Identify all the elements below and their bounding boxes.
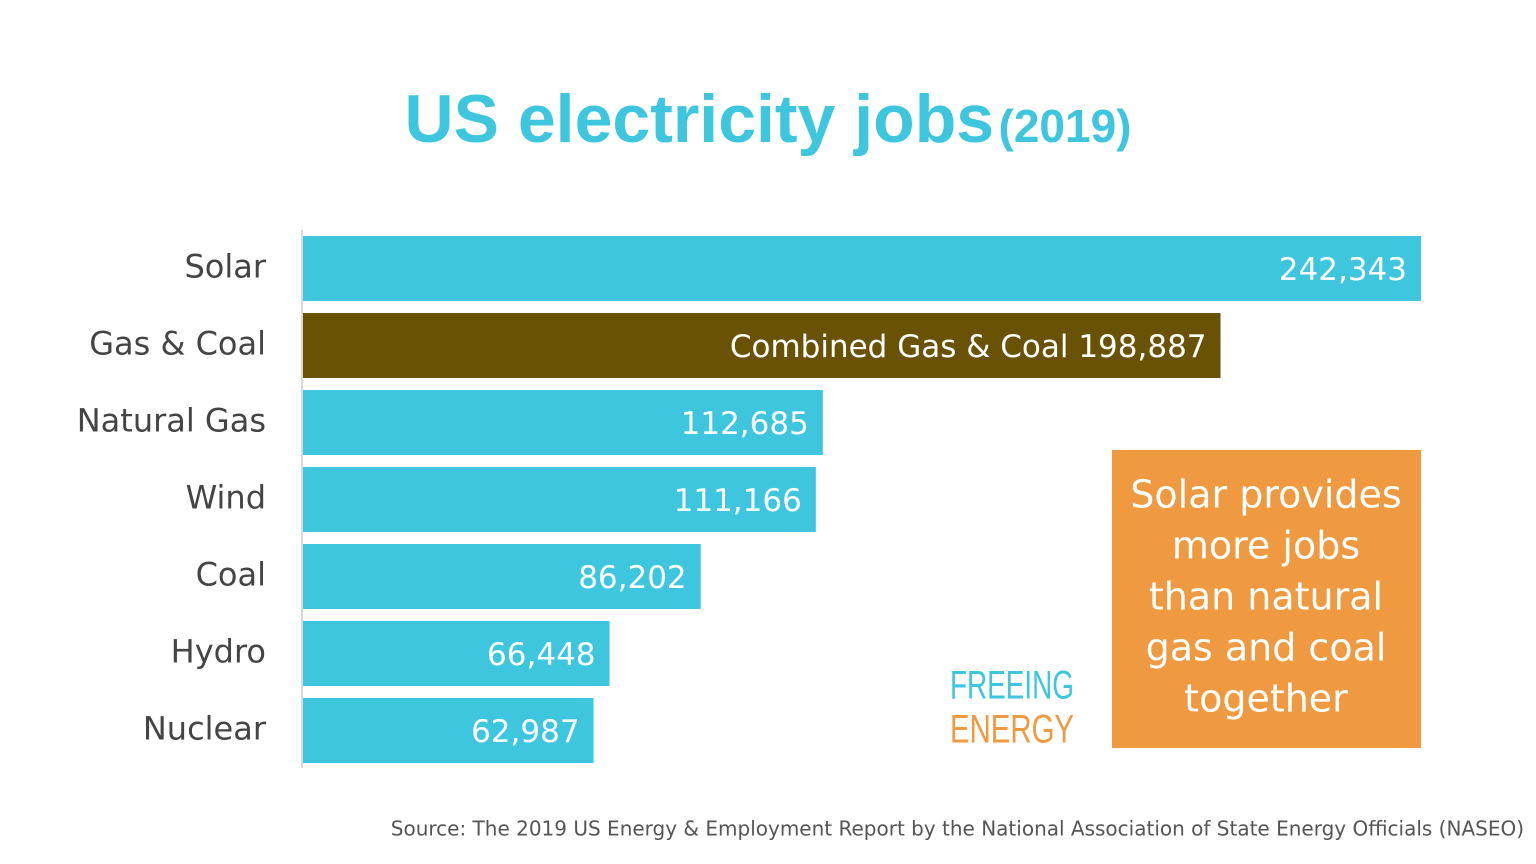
logo-text: FREEING xyxy=(950,664,1074,708)
chart-subtitle: (2019) xyxy=(999,100,1132,152)
bar xyxy=(303,236,1421,301)
annotation-text: gas and coal xyxy=(1146,626,1387,670)
y-tick-label: Coal xyxy=(196,556,266,594)
value-label: 62,987 xyxy=(471,714,579,750)
bar xyxy=(303,698,594,763)
annotation-text: than natural xyxy=(1149,575,1383,619)
bar xyxy=(303,467,816,532)
value-label: Combined Gas & Coal 198,887 xyxy=(730,329,1207,365)
annotation-box xyxy=(1112,450,1421,748)
value-label: 242,343 xyxy=(1279,252,1407,288)
y-tick-label: Solar xyxy=(184,248,266,286)
chart-title: US electricity jobs xyxy=(405,81,995,157)
source-note: Source: The 2019 US Energy & Employment … xyxy=(391,817,1524,841)
y-tick-label: Wind xyxy=(186,479,266,517)
y-tick-label: Gas & Coal xyxy=(89,325,266,363)
annotation-text: Solar provides xyxy=(1130,473,1401,517)
chart-title-group: US electricity jobs (2019) xyxy=(405,81,1132,157)
value-label: 86,202 xyxy=(578,560,686,596)
bar xyxy=(303,621,610,686)
logo-text: ENERGY xyxy=(950,708,1074,752)
y-tick-label: Hydro xyxy=(171,633,266,671)
bar xyxy=(303,390,823,455)
annotation-text: more jobs xyxy=(1172,524,1360,568)
value-label: 66,448 xyxy=(487,637,595,673)
value-label: 111,166 xyxy=(674,483,802,519)
y-tick-label: Nuclear xyxy=(143,710,267,748)
annotation-text: together xyxy=(1184,677,1348,721)
y-tick-label: Natural Gas xyxy=(77,402,266,440)
bar xyxy=(303,313,1221,378)
bar xyxy=(303,544,701,609)
value-label: 112,685 xyxy=(681,406,809,442)
